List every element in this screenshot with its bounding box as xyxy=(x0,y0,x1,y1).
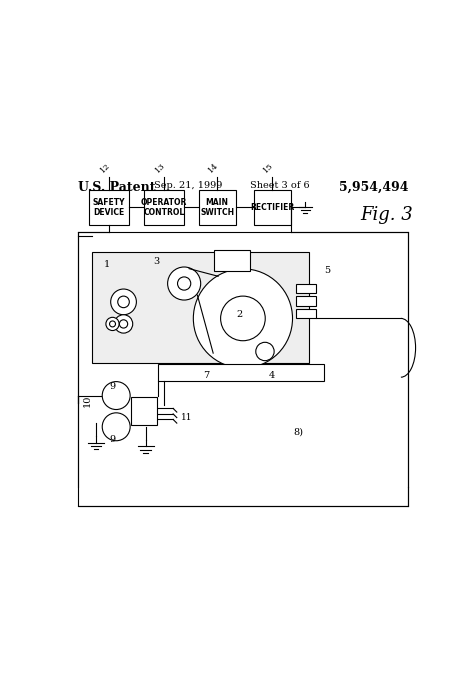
Circle shape xyxy=(220,296,265,341)
Text: 1: 1 xyxy=(103,260,109,269)
Circle shape xyxy=(178,277,191,290)
Text: 14: 14 xyxy=(207,161,220,175)
Bar xyxy=(254,190,291,225)
Circle shape xyxy=(109,321,116,327)
Text: 4: 4 xyxy=(269,371,275,380)
Text: MAIN
SWITCH: MAIN SWITCH xyxy=(200,198,234,217)
Bar xyxy=(213,251,250,271)
Text: Sheet 3 of 6: Sheet 3 of 6 xyxy=(250,182,310,191)
Bar xyxy=(144,190,184,225)
Bar xyxy=(296,296,316,306)
Text: U.S. Patent: U.S. Patent xyxy=(78,181,155,193)
Circle shape xyxy=(106,317,119,331)
Circle shape xyxy=(256,342,274,361)
Text: OPERATOR
CONTROL: OPERATOR CONTROL xyxy=(141,198,187,217)
Text: 3: 3 xyxy=(154,257,160,266)
Circle shape xyxy=(193,269,292,368)
Bar xyxy=(296,283,316,293)
Circle shape xyxy=(114,315,133,333)
Text: 13: 13 xyxy=(154,161,167,175)
Text: Sep. 21, 1999: Sep. 21, 1999 xyxy=(154,182,222,191)
Text: 9: 9 xyxy=(109,435,116,444)
Text: SAFETY
DEVICE: SAFETY DEVICE xyxy=(92,198,125,217)
Bar xyxy=(199,190,236,225)
Circle shape xyxy=(118,296,129,308)
Text: 9: 9 xyxy=(109,382,116,391)
Bar xyxy=(92,252,309,363)
Text: 2: 2 xyxy=(236,310,242,319)
Text: 11: 11 xyxy=(181,413,192,422)
Bar xyxy=(131,397,156,425)
Text: RECTIFIER: RECTIFIER xyxy=(250,203,294,212)
Text: 5: 5 xyxy=(324,266,330,275)
Text: Fig. 3: Fig. 3 xyxy=(360,207,413,224)
Text: 12: 12 xyxy=(99,161,112,175)
Bar xyxy=(78,232,408,506)
Text: 5,954,494: 5,954,494 xyxy=(339,181,408,193)
Bar xyxy=(89,190,129,225)
Text: 10: 10 xyxy=(83,395,92,407)
Circle shape xyxy=(119,319,128,328)
Circle shape xyxy=(110,289,137,315)
Text: 15: 15 xyxy=(262,161,275,175)
Circle shape xyxy=(102,381,130,409)
Circle shape xyxy=(168,267,201,300)
Bar xyxy=(158,364,324,381)
Bar xyxy=(296,309,316,318)
Circle shape xyxy=(102,413,130,441)
Text: 8): 8) xyxy=(293,428,303,437)
Text: 7: 7 xyxy=(203,371,210,380)
